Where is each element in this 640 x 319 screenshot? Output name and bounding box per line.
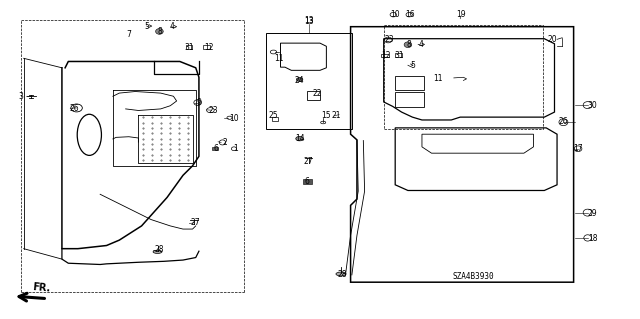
Text: 3: 3 [18, 92, 23, 101]
Text: 15: 15 [321, 111, 331, 120]
Text: 14: 14 [295, 134, 305, 144]
Text: 30: 30 [588, 101, 598, 110]
Bar [384, 25, 543, 130]
Bar [395, 92, 424, 107]
Text: 9: 9 [196, 98, 202, 107]
Text: 25: 25 [269, 111, 278, 120]
Bar [307, 91, 320, 100]
Text: 31: 31 [395, 51, 404, 60]
Text: 21: 21 [331, 111, 340, 120]
Text: 16: 16 [406, 10, 415, 19]
Text: 6: 6 [305, 177, 310, 186]
Text: 22: 22 [312, 89, 321, 98]
Text: 28: 28 [337, 271, 347, 279]
Text: 12: 12 [204, 43, 213, 52]
Text: 8: 8 [157, 27, 162, 36]
Text: 26: 26 [70, 104, 79, 113]
Bar [271, 117, 278, 121]
Bar [303, 179, 312, 184]
Text: 20: 20 [548, 35, 557, 44]
Text: 29: 29 [588, 209, 598, 218]
Text: 5: 5 [144, 22, 149, 31]
Text: 13: 13 [305, 18, 314, 26]
Text: 18: 18 [588, 234, 598, 243]
Text: 23: 23 [208, 106, 218, 115]
Text: 11: 11 [275, 54, 284, 63]
Text: 4: 4 [170, 22, 175, 31]
Text: 26: 26 [559, 117, 568, 126]
Text: 8: 8 [407, 40, 412, 48]
Text: 12: 12 [381, 51, 390, 60]
Bar [186, 45, 192, 49]
Text: 31: 31 [184, 43, 194, 52]
Text: 23: 23 [384, 35, 394, 44]
Text: 1: 1 [234, 144, 238, 153]
Text: 7: 7 [126, 30, 131, 39]
Ellipse shape [404, 42, 412, 48]
Bar [381, 54, 389, 57]
Bar [212, 147, 218, 150]
Text: 13: 13 [305, 16, 314, 25]
Text: 10: 10 [229, 114, 239, 123]
Text: 10: 10 [390, 10, 399, 19]
Text: 28: 28 [155, 245, 164, 254]
Text: 17: 17 [573, 144, 583, 153]
Text: 11: 11 [433, 74, 443, 83]
Bar [395, 53, 401, 57]
Text: FR.: FR. [31, 282, 51, 294]
Text: 4: 4 [419, 40, 423, 48]
Ellipse shape [156, 29, 163, 34]
Ellipse shape [296, 137, 303, 141]
Ellipse shape [336, 272, 346, 276]
Bar [203, 45, 211, 49]
Text: 5: 5 [410, 61, 415, 70]
Text: 19: 19 [457, 10, 467, 19]
Text: 27: 27 [191, 218, 200, 227]
Text: 6: 6 [214, 144, 219, 153]
Ellipse shape [153, 250, 162, 253]
Bar [395, 76, 424, 90]
Text: 27: 27 [304, 157, 314, 166]
Text: SZA4B3930: SZA4B3930 [452, 272, 493, 281]
Text: 24: 24 [295, 76, 305, 85]
Bar [266, 33, 352, 130]
Text: 2: 2 [222, 137, 227, 147]
Ellipse shape [296, 78, 303, 81]
